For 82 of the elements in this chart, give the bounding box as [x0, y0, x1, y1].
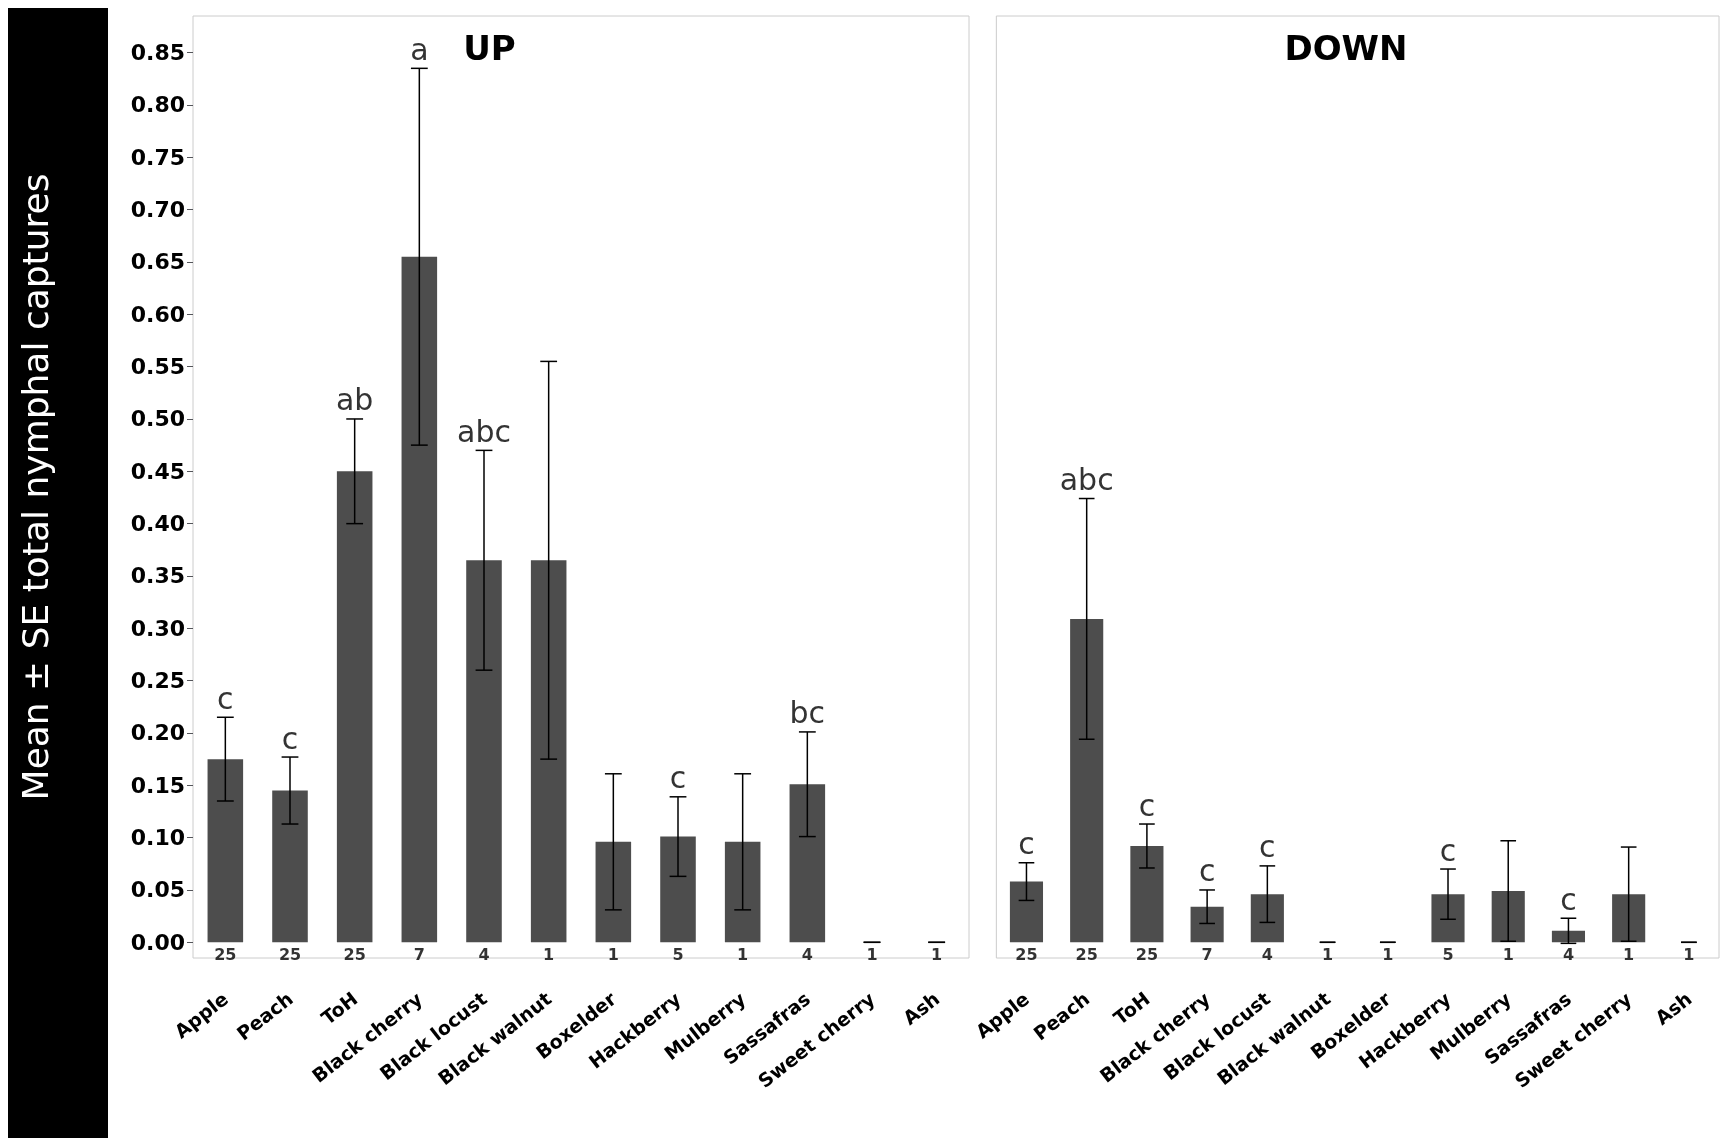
- y-tick-label: 0.05: [130, 877, 185, 903]
- y-tick-label: 0.60: [130, 301, 185, 327]
- x-tick-label: Ash: [1650, 987, 1696, 1030]
- bar: [1431, 894, 1465, 943]
- bar: [1612, 894, 1646, 943]
- x-tick-label: ToH: [316, 987, 362, 1029]
- annotation: 25: [343, 944, 366, 964]
- y-tick-label: 0.35: [130, 563, 185, 589]
- bar: [1491, 891, 1525, 943]
- y-axis-title: Mean ± SE total nymphal captures: [14, 173, 56, 801]
- annotation: c: [669, 760, 687, 796]
- y-tick-label: 0.40: [130, 511, 185, 537]
- annotation: abc: [1059, 462, 1114, 498]
- y-tick-label: 0.30: [130, 615, 185, 641]
- annotation: 1: [866, 944, 878, 964]
- chart-title: UP: [463, 28, 516, 68]
- x-tick-label: ToH: [1109, 987, 1154, 1029]
- annotation: c: [1138, 787, 1156, 823]
- annotation: 1: [1382, 944, 1394, 964]
- annotation: 25: [1135, 944, 1159, 964]
- annotation: c: [1259, 829, 1276, 865]
- bar: [1250, 894, 1284, 943]
- y-tick-label: 0.25: [130, 668, 185, 694]
- annotation: 4: [801, 944, 813, 964]
- annotation: c: [1198, 853, 1216, 889]
- y-tick-label: 0.20: [130, 720, 185, 746]
- annotation: 7: [413, 944, 425, 964]
- annotation: c: [1018, 826, 1035, 862]
- y-tick-label: 0.10: [130, 825, 185, 851]
- annotation: 1: [607, 944, 619, 964]
- bar: [1551, 930, 1586, 943]
- bar: [401, 256, 438, 943]
- annotation: 5: [1442, 944, 1454, 964]
- annotation: a: [410, 31, 429, 67]
- y-tick-label: 0.75: [130, 144, 185, 170]
- bar: [466, 560, 502, 943]
- annotation: 1: [931, 944, 943, 964]
- y-tick-label: 0.85: [130, 40, 185, 66]
- bar: [789, 784, 826, 943]
- annotation: c: [1560, 881, 1577, 917]
- bar: [595, 841, 632, 943]
- annotation: bc: [789, 695, 826, 731]
- annotation: 7: [1201, 944, 1213, 964]
- x-tick-label: Ash: [898, 987, 944, 1030]
- bar: [724, 841, 761, 943]
- annotation: 25: [214, 944, 237, 964]
- annotation: ab: [335, 382, 374, 418]
- annotation: c: [1439, 832, 1457, 868]
- annotation: abc: [457, 413, 511, 449]
- bar: [530, 560, 567, 943]
- annotation: 5: [672, 944, 684, 964]
- annotation: 4: [478, 944, 490, 964]
- annotation: 25: [278, 944, 302, 964]
- y-tick-label: 0.55: [130, 354, 185, 380]
- annotation: 4: [1562, 944, 1575, 964]
- y-tick-label: 0.70: [130, 197, 185, 223]
- annotation: 1: [737, 944, 749, 964]
- y-tick-label: 0.00: [130, 929, 185, 955]
- y-tick-label: 0.65: [130, 249, 185, 275]
- annotation: 1: [543, 944, 555, 964]
- annotation: 1: [1502, 944, 1514, 964]
- annotation: 25: [1075, 944, 1098, 964]
- bar: [1190, 906, 1224, 943]
- y-tick-label: 0.80: [130, 92, 185, 118]
- annotation: 1: [1322, 944, 1334, 964]
- bar: [1009, 881, 1044, 943]
- annotation: 1: [1623, 944, 1635, 964]
- bar: [1130, 846, 1164, 943]
- annotation: 25: [1015, 944, 1038, 964]
- y-tick-label: 0.45: [130, 458, 185, 484]
- y-tick-label: 0.50: [130, 406, 185, 432]
- bar: [336, 471, 373, 943]
- chart-title: DOWN: [1284, 28, 1408, 68]
- bar: [272, 790, 308, 943]
- annotation: 1: [1683, 944, 1695, 964]
- bar: [207, 759, 244, 943]
- y-tick-label: 0.15: [130, 772, 185, 798]
- annotation: 4: [1261, 944, 1273, 964]
- bar: [1070, 618, 1104, 943]
- annotation: c: [217, 680, 234, 716]
- annotation: c: [281, 720, 299, 756]
- bar: [660, 836, 696, 943]
